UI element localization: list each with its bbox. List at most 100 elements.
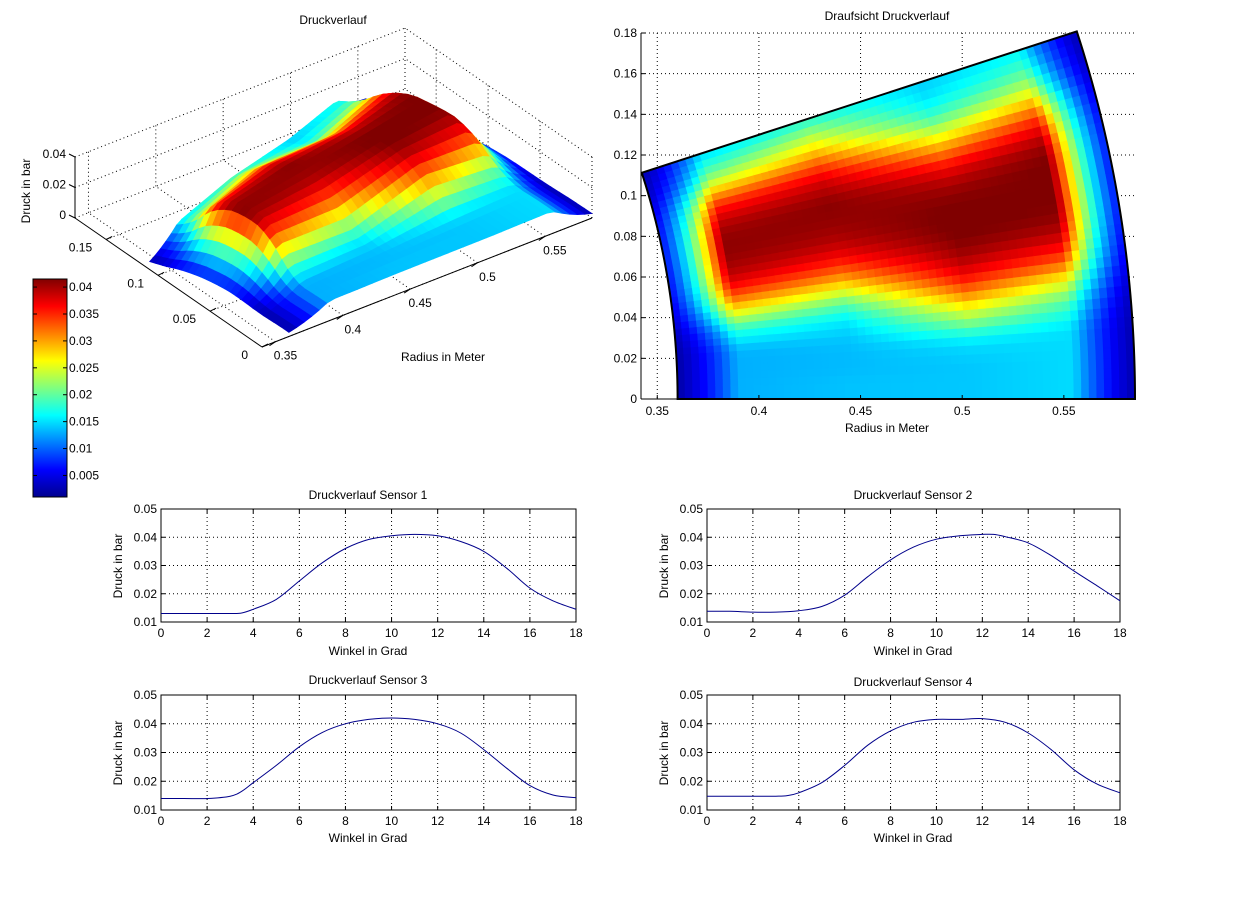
heatmap-cell [775,361,785,371]
heatmap-cell [965,344,975,355]
heatmap-cell [809,306,819,317]
heatmap-cell [1081,378,1090,390]
sensor-1-x-tick-label: 14 [477,626,491,640]
heatmap-cell [699,371,709,380]
sensor-3-y-tick-label: 0.04 [134,717,158,731]
heatmap-cell [798,383,808,392]
heatmap-cell [939,302,949,313]
heatmap-cell [970,308,980,319]
heatmap-cell [752,355,762,365]
heatmap-cell [783,376,793,385]
heatmap-cell [1032,321,1042,333]
heatmap-cell [980,334,990,346]
heatmap-cell [1032,312,1042,324]
heatmap-cell [766,333,776,343]
heatmap-cell [852,278,862,288]
sensor-4-title: Druckverlauf Sensor 4 [854,675,973,689]
heatmap-cell [1039,311,1049,323]
sensor-3-y-label: Druck in bar [111,721,125,786]
sensor-1-x-tick-label: 16 [523,626,537,640]
heatmap-cell [757,319,767,329]
heatmap-cell [966,362,976,373]
heatmap-cell [783,369,793,378]
heatmap-cell [882,373,892,384]
heatmap-cell [842,327,852,337]
heatmap-cell [691,372,701,380]
heatmap-cell [891,281,901,292]
heatmap-cell [707,371,716,380]
heatmap-cell [1094,337,1104,350]
heatmap-cell [1020,389,1029,399]
heatmap-cell [707,391,717,399]
heatmap-cell [680,320,690,329]
sensor-4-y-label: Druck in bar [657,721,671,786]
sensor-1-x-tick-label: 0 [158,626,165,640]
heatmap-cell [919,338,929,349]
heatmap-y-tick-label: 0.04 [614,311,638,325]
sensor-4-x-tick-label: 12 [976,814,990,828]
heatmap-cell [752,362,762,372]
surface-plot-z-ticks: 0 0.02 0.04 [43,147,76,222]
heatmap-cell [869,292,879,303]
sensor-3-x-tick-label: 8 [342,814,349,828]
heatmap-cell [804,330,814,340]
heatmap-cell [774,347,784,356]
heatmap-cell [819,336,829,346]
heatmap-cell [848,310,858,321]
heatmap-cell [773,332,783,342]
heatmap-cell [1008,304,1018,316]
heatmap-cell [918,321,928,332]
heatmap-cell [782,354,792,363]
heatmap-cell [753,377,762,386]
heatmap-cell [1012,389,1021,399]
heatmap-cell [867,276,877,287]
heatmap-cell [768,391,778,399]
heatmap-cell [942,345,952,356]
heatmap-cell [806,390,816,399]
heatmap-cell [1011,361,1021,372]
heatmap-cell [1090,277,1100,290]
heatmap-cell [764,318,774,328]
heatmap-cell [836,359,846,369]
heatmap-cell [928,363,937,374]
heatmap-cell [1065,369,1075,380]
heatmap-cell [786,309,797,319]
heatmap-cell [830,288,840,299]
heatmap-cell [886,307,896,318]
heatmap-y-tick-label: 0.06 [614,270,638,284]
heatmap-cell [1105,275,1115,288]
heatmap-cell [983,288,994,300]
heatmap-cell [990,278,1001,290]
surface-x-tick-mark [403,288,411,294]
heatmap-cell [790,361,800,370]
heatmap-cell [1084,298,1094,310]
heatmap-cell [953,291,964,303]
sensor-4-x-label: Winkel in Grad [874,831,953,845]
heatmap-cell [759,348,769,357]
heatmap-cell [944,389,953,399]
heatmap-cell [1028,274,1038,286]
sensor-1-y-label: Druck in bar [111,534,125,599]
heatmap-cell [1042,359,1052,371]
heatmap-cell [964,335,974,346]
heatmap-cell [1056,330,1066,342]
heatmap-cell [704,331,714,340]
surface-x-tick-mark [269,341,276,347]
heatmap-cell [792,293,803,303]
sensor-1-x-tick-label: 12 [431,626,445,640]
heatmap-cell [1068,289,1078,302]
sensor-4-x-tick-label: 16 [1067,814,1081,828]
heatmap-y-ticks: 0 0.02 0.04 0.06 0.08 0.1 0.12 0.14 0.16 0.18 [614,26,645,406]
heatmap-cell [707,385,717,393]
heatmap-cell [945,283,955,295]
heatmap-cell [950,345,960,356]
sensor-4-x-tick-label: 2 [750,814,757,828]
heatmap-cell [1064,349,1074,361]
heatmap-cell [1046,301,1056,313]
heatmap-cell [1088,368,1098,380]
heatmap-cell [1025,322,1035,334]
heatmap-cell [722,384,732,393]
sensor-2-title: Druckverlauf Sensor 2 [854,488,973,502]
heatmap-cell [684,385,694,393]
heatmap-cell [760,362,770,371]
